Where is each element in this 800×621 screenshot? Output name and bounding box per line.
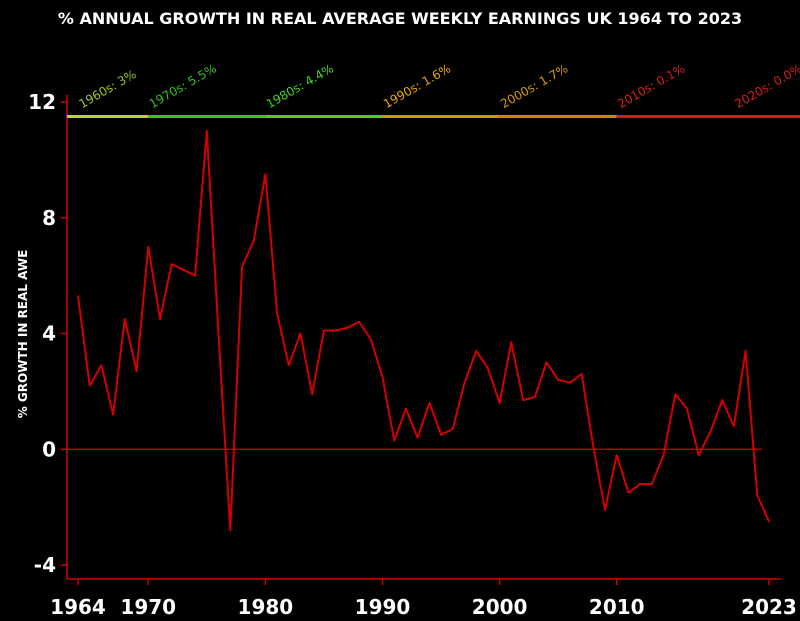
data-point [639,483,641,485]
data-point [487,367,489,370]
decade-bands: 1960s: 3% 1970s: 5.5% 1980s: 4.4% 1990s: 1.… [67,61,800,118]
data-point [100,364,103,367]
data-point [112,413,114,416]
data-point [381,376,384,378]
data-point [369,338,372,341]
data-point [662,454,665,456]
x-axis-ticks: 1964 1970 1980 1990 2000 2010 2023 [50,579,797,619]
data-point [77,295,79,297]
data-point [733,425,735,427]
data-point [241,266,243,268]
decade-average-label: 1960s: 3% [77,67,139,111]
decade-average-label: 2020s: 0.0% [732,61,800,111]
x-tick-label: 2010 [589,595,645,619]
data-point [674,393,677,396]
decade-average-label: 2010s: 0.1% [615,61,687,111]
decade-average-label: 2000s: 1.7% [498,61,570,111]
data-point [334,329,337,332]
data-point [159,318,161,320]
data-point [358,321,360,323]
data-point [686,407,688,410]
data-point [533,396,536,398]
chart-title: % ANNUAL GROWTH IN REAL AVERAGE WEEKLY E… [57,9,743,28]
decade-average-label: 1990s: 1.6% [381,61,453,111]
series-layer [77,129,770,532]
data-point [592,445,595,448]
y-tick-label: 12 [28,90,56,114]
data-point [697,454,700,456]
data-point [264,173,267,176]
x-tick-label: 1980 [238,595,294,619]
data-point [475,350,478,352]
data-point [346,326,349,329]
data-point [182,269,185,271]
data-point [709,431,712,433]
data-point [217,332,220,335]
data-point [276,312,278,315]
data-point [135,370,138,372]
x-tick-label: 1990 [355,595,411,619]
decade-average-label: 1980s: 4.4% [264,61,336,111]
data-point [194,274,196,277]
data-point [405,407,407,410]
data-point [580,373,583,375]
data-point [615,454,618,456]
data-point [206,130,208,132]
data-point [124,318,126,320]
x-tick-label: 1964 [50,595,106,619]
data-point [510,341,513,343]
y-tick-label: 8 [42,206,56,230]
data-point [393,439,396,442]
data-point [545,361,548,364]
y-axis-ticks: -4 0 4 8 12 [28,90,67,577]
data-point [252,240,255,242]
data-point [416,436,419,439]
y-axis-title: % GROWTH IN REAL AWE [16,250,30,419]
series-line [77,129,770,532]
x-tick-label: 2000 [472,595,528,619]
data-point [147,245,150,248]
data-point [440,433,442,436]
data-point [229,529,232,532]
y-tick-label: 4 [42,322,56,346]
data-point [768,520,770,523]
data-point [721,399,723,401]
data-point [323,329,325,332]
data-point [299,332,302,335]
data-point [744,350,747,352]
data-point [451,428,454,430]
data-point [498,402,501,404]
data-point [627,491,630,494]
data-point [756,494,759,497]
data-point [311,393,314,396]
data-point [288,364,290,367]
x-tick-label: 1970 [120,595,176,619]
data-point [88,384,91,387]
x-tick-label: 2023 [741,595,797,619]
data-point [557,379,559,381]
data-point [569,381,571,384]
data-point [428,402,431,404]
data-point [651,483,653,485]
y-tick-label: 0 [42,437,56,461]
decade-average-label: 1970s: 5.5% [147,61,219,111]
data-point [170,263,173,265]
y-tick-label: -4 [34,553,56,577]
data-point [604,509,606,511]
data-point [522,399,524,401]
axes [66,95,781,580]
data-point [463,381,466,384]
